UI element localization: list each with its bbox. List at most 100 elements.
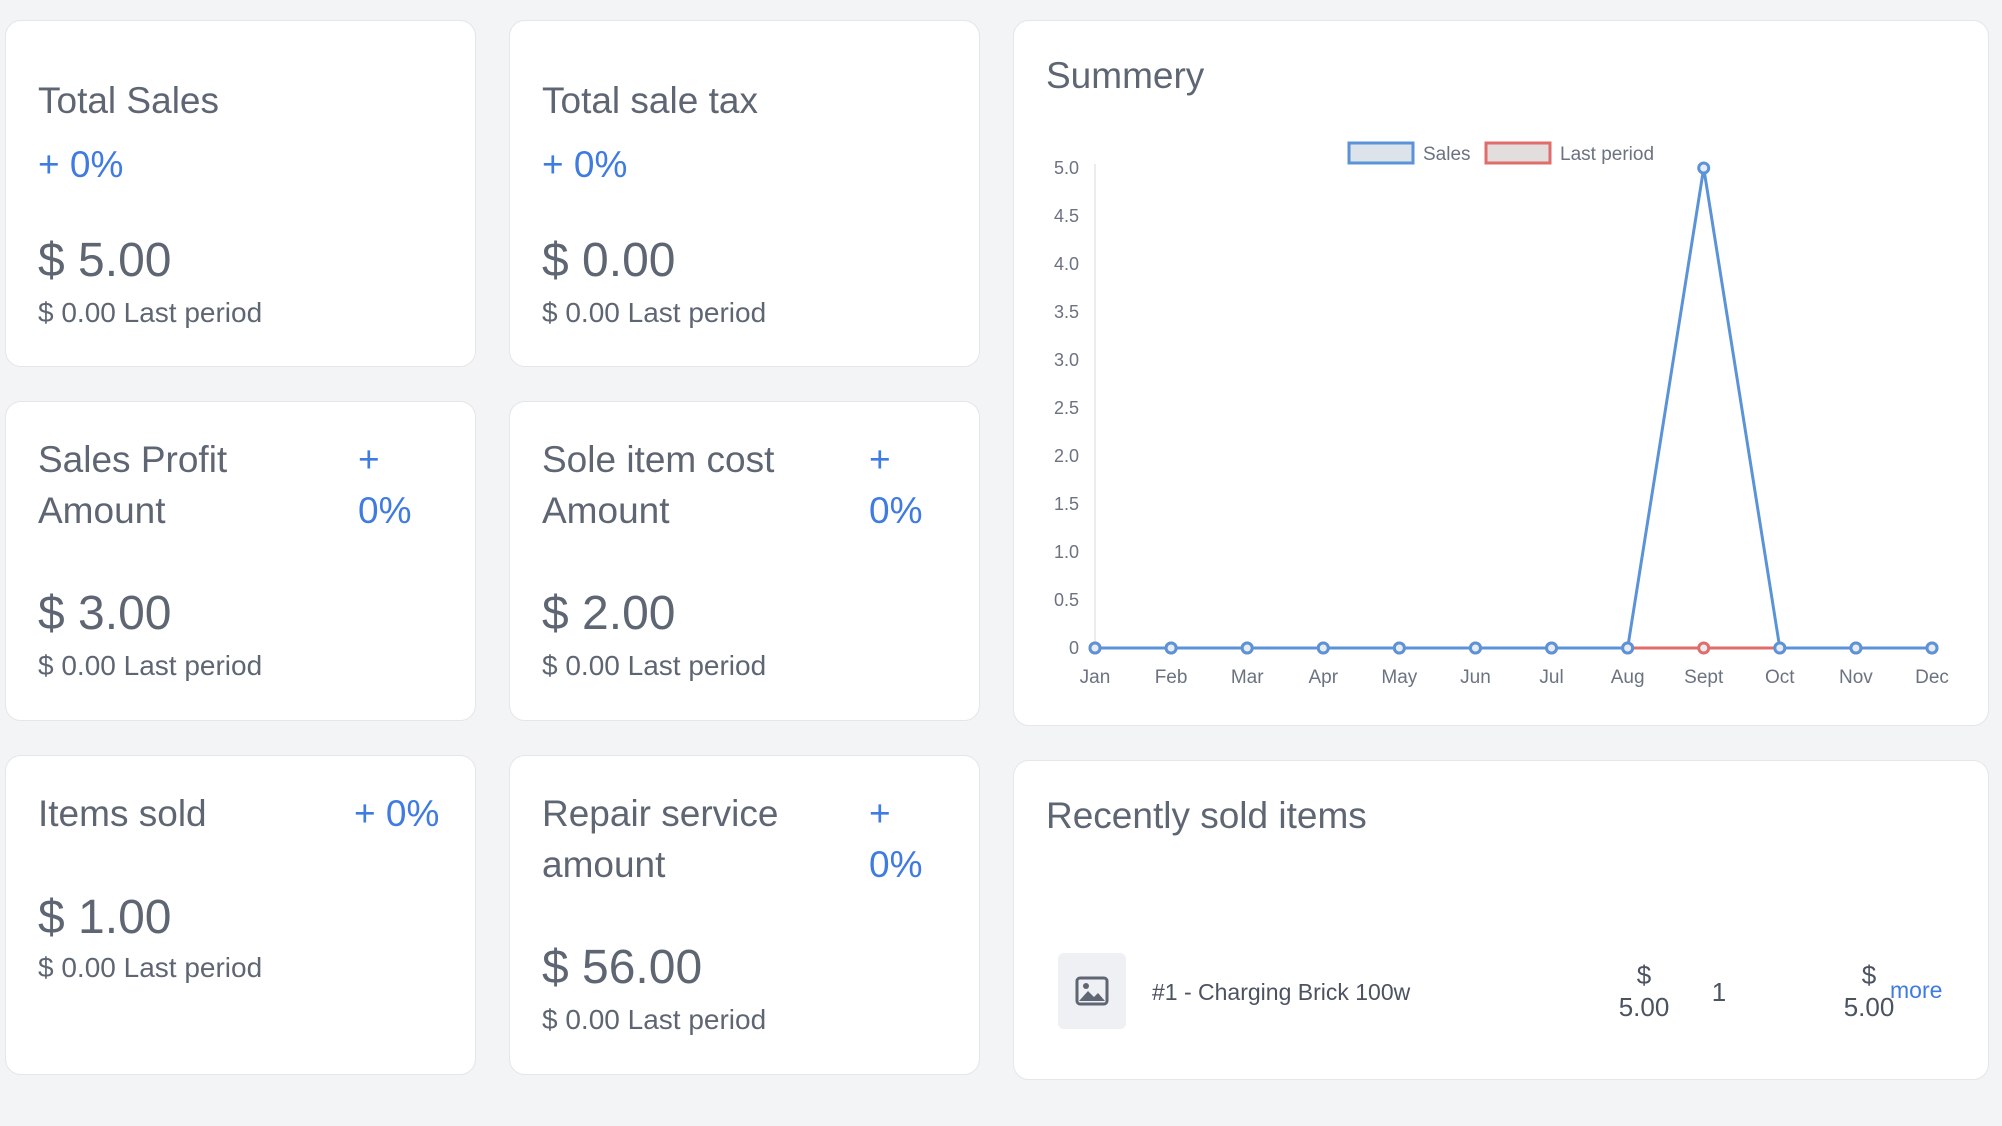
item-name: #1 - Charging Brick 100w — [1152, 979, 1411, 1005]
y-tick-label: 0 — [1069, 638, 1079, 658]
data-point — [1697, 161, 1711, 175]
data-point — [1925, 641, 1939, 655]
chart-legend: Sales Last period — [1347, 141, 1654, 165]
card-total-sale-tax: Total sale tax + 0% $ 0.00 $ 0.00 Last p… — [509, 20, 980, 367]
item-price: $ 5.00 — [1604, 959, 1684, 1023]
card-title-line1: Sole item cost — [542, 439, 775, 480]
x-axis: Jan Feb Mar Apr May Jun Jul Aug Sept Oct Nov Dec — [1080, 667, 1949, 688]
card-last-period: $ 0.00 Last period — [38, 952, 263, 983]
card-title-line1: Sales Profit — [38, 439, 228, 480]
x-tick-label: Feb — [1155, 667, 1188, 688]
legend-label: Sales — [1423, 144, 1471, 165]
chart-title: Summery — [1046, 55, 1205, 96]
item-quantity: 1 — [1711, 977, 1727, 1007]
card-title: Total sale tax — [542, 80, 758, 121]
card-last-period: $ 0.00 Last period — [38, 650, 263, 681]
data-point — [1468, 641, 1482, 655]
y-tick-label: 0.5 — [1054, 590, 1079, 610]
card-last-period: $ 0.00 Last period — [542, 297, 767, 328]
card-title-line2: amount — [542, 844, 666, 885]
more-link[interactable]: more — [1890, 977, 1943, 1003]
card-sole-item-cost: Sole item cost Amount + 0% $ 2.00 $ 0.00… — [509, 401, 980, 721]
data-point — [1545, 641, 1559, 655]
card-amount: $ 0.00 — [542, 234, 676, 287]
y-tick-label: 3.0 — [1054, 350, 1079, 370]
y-tick-label: 1.0 — [1054, 542, 1079, 562]
x-tick-label: May — [1381, 667, 1417, 688]
summary-chart-card: Summery Sales Last period 0 0.5 1.0 1.5 2.0 2.… — [1013, 20, 1989, 726]
data-point — [1392, 641, 1406, 655]
y-tick-label: 5.0 — [1054, 158, 1079, 178]
card-amount: $ 56.00 — [542, 941, 703, 994]
item-total-symbol: $ — [1861, 960, 1877, 990]
x-tick-label: Dec — [1915, 667, 1949, 688]
card-title: Sales Profit Amount — [38, 434, 227, 536]
x-tick-label: Nov — [1839, 667, 1873, 688]
card-change: + 0% — [358, 434, 411, 536]
chart-series — [1088, 161, 1939, 655]
card-title-line1: Repair service — [542, 793, 779, 834]
card-title: Sole item cost Amount — [542, 434, 774, 536]
item-price-symbol: $ — [1636, 960, 1652, 990]
y-tick-label: 2.0 — [1054, 446, 1079, 466]
x-tick-label: Oct — [1765, 667, 1795, 688]
data-point — [1316, 641, 1330, 655]
card-change: + 0% — [869, 788, 922, 890]
x-tick-label: Sept — [1684, 667, 1724, 688]
card-amount: $ 1.00 — [38, 891, 172, 944]
legend-swatch — [1484, 141, 1552, 165]
card-items-sold: Items sold + 0% $ 1.00 $ 0.00 Last perio… — [5, 755, 476, 1075]
card-change: + 0% — [354, 793, 440, 834]
card-change-line2: 0% — [869, 844, 923, 885]
item-total-value: 5.00 — [1843, 992, 1895, 1022]
legend-swatch — [1347, 141, 1415, 165]
data-point — [1849, 641, 1863, 655]
card-title-line2: Amount — [38, 490, 166, 531]
list-item[interactable]: #1 - Charging Brick 100w $ 5.00 1 $ 5.00… — [1014, 953, 1988, 1033]
card-last-period: $ 0.00 Last period — [542, 650, 767, 681]
card-amount: $ 3.00 — [38, 587, 172, 640]
x-tick-label: Jul — [1539, 667, 1563, 688]
card-last-period: $ 0.00 Last period — [542, 1004, 767, 1035]
card-title: Total Sales — [38, 80, 219, 121]
y-axis: 0 0.5 1.0 1.5 2.0 2.5 3.0 3.5 4.0 4.5 5.0 — [1054, 158, 1096, 658]
recent-items-card: Recently sold items #1 - Charging Brick … — [1013, 760, 1989, 1080]
card-title: Items sold — [38, 793, 207, 834]
card-title-line2: Amount — [542, 490, 670, 531]
y-tick-label: 3.5 — [1054, 302, 1079, 322]
x-tick-label: Mar — [1231, 667, 1264, 688]
card-change: + 0% — [38, 144, 124, 185]
series-line-0 — [1095, 167, 1932, 650]
y-tick-label: 2.5 — [1054, 398, 1079, 418]
data-point — [1773, 641, 1787, 655]
card-change-line1: + — [358, 439, 380, 480]
x-tick-label: Jan — [1080, 667, 1111, 688]
legend-label: Last period — [1560, 144, 1654, 165]
item-total: $ 5.00 — [1829, 959, 1909, 1023]
card-last-period: $ 0.00 Last period — [38, 297, 263, 328]
x-tick-label: Apr — [1308, 667, 1338, 688]
card-title: Repair service amount — [542, 788, 778, 890]
y-tick-label: 4.0 — [1054, 254, 1079, 274]
card-change-line1: + — [869, 439, 891, 480]
image-placeholder-icon — [1058, 953, 1126, 1029]
card-change-line2: 0% — [358, 490, 412, 531]
x-tick-label: Aug — [1611, 667, 1645, 688]
data-point — [1621, 641, 1635, 655]
y-tick-label: 1.5 — [1054, 494, 1079, 514]
card-repair-service: Repair service amount + 0% $ 56.00 $ 0.0… — [509, 755, 980, 1075]
data-point — [1164, 641, 1178, 655]
card-sales-profit: Sales Profit Amount + 0% $ 3.00 $ 0.00 L… — [5, 401, 476, 721]
y-tick-label: 4.5 — [1054, 206, 1079, 226]
card-amount: $ 2.00 — [542, 587, 676, 640]
card-amount: $ 5.00 — [38, 234, 172, 287]
card-change-line2: 0% — [869, 490, 923, 531]
summary-line-chart: Sales Last period 0 0.5 1.0 1.5 2.0 2.5 3.0 3.5 4… — [1054, 141, 1949, 688]
data-point — [1088, 641, 1102, 655]
data-point — [1697, 641, 1711, 655]
x-tick-label: Jun — [1460, 667, 1491, 688]
card-change-line1: + — [869, 793, 891, 834]
card-change: + 0% — [542, 144, 628, 185]
card-total-sales: Total Sales + 0% $ 5.00 $ 0.00 Last peri… — [5, 20, 476, 367]
data-point — [1240, 641, 1254, 655]
